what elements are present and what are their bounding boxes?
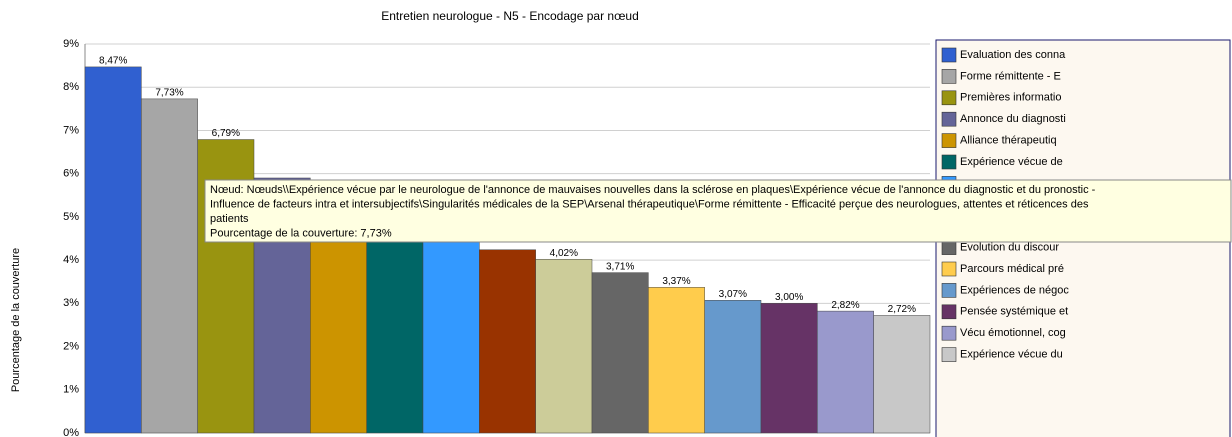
data-label: 3,37% xyxy=(662,276,690,287)
data-label: 4,02% xyxy=(550,248,578,259)
y-axis-label: Pourcentage de la couverture xyxy=(10,248,22,392)
data-label: 8,47% xyxy=(99,56,127,67)
legend-label: Expérience vécue du xyxy=(960,349,1063,361)
legend-swatch xyxy=(941,261,957,277)
bar xyxy=(84,66,142,434)
bar xyxy=(366,212,424,434)
legend-swatch xyxy=(941,240,957,255)
bar xyxy=(873,315,931,434)
bar xyxy=(817,310,874,434)
bar xyxy=(535,258,593,434)
legend-label: Évolution du discour xyxy=(960,241,1059,254)
legend-label: Alliance thérapeutiq xyxy=(960,135,1057,147)
bar xyxy=(422,229,480,434)
legend-label: Parcours médical pré xyxy=(960,263,1064,275)
data-label: 2,72% xyxy=(888,304,916,315)
y-tick-label: 2% xyxy=(63,340,79,352)
data-label: 7,73% xyxy=(155,88,183,99)
y-tick-label: 7% xyxy=(63,124,79,136)
legend-label: Premières informatio xyxy=(960,92,1061,104)
bar xyxy=(479,249,536,434)
bar xyxy=(591,272,649,434)
tooltip-line: Pourcentage de la couverture: 7,73% xyxy=(210,227,392,239)
data-label: 3,00% xyxy=(775,292,803,303)
y-tick-label: 0% xyxy=(63,427,79,437)
data-label: 3,07% xyxy=(719,289,747,300)
data-label: 6,79% xyxy=(212,128,240,139)
tooltip-box xyxy=(204,179,1232,243)
tooltip-line: Influence de facteurs intra et intersubj… xyxy=(210,198,1089,210)
chart-title: Entretien neurologue - N5 - Encodage par… xyxy=(381,9,639,23)
legend-swatch xyxy=(941,154,957,170)
legend-label: Annonce du diagnosti xyxy=(960,113,1066,125)
legend-label: Expérience vécue de xyxy=(960,156,1063,168)
legend-label: Vécu émotionnel, cog xyxy=(960,327,1066,339)
legend-swatch xyxy=(941,90,957,106)
y-tick-label: 5% xyxy=(63,211,79,223)
legend-swatch xyxy=(941,111,957,127)
legend-swatch xyxy=(941,47,957,63)
y-tick-label: 4% xyxy=(63,254,79,266)
legend-swatch xyxy=(941,283,957,298)
legend-label: Pensée systémique et xyxy=(960,306,1068,318)
tooltip-line: Nœud: Nœuds\\Expérience vécue par le neu… xyxy=(210,184,1096,196)
y-tick-label: 8% xyxy=(63,81,79,93)
y-tick-label: 1% xyxy=(63,384,79,396)
data-label: 3,71% xyxy=(606,261,634,272)
legend-swatch xyxy=(941,325,957,341)
legend-label: Evaluation des conna xyxy=(960,49,1066,61)
y-tick-label: 9% xyxy=(63,38,79,50)
legend-swatch xyxy=(941,304,957,320)
legend-label: Expériences de négoc xyxy=(960,284,1069,296)
legend-swatch xyxy=(941,133,957,148)
data-label: 2,82% xyxy=(831,300,859,311)
y-tick-label: 6% xyxy=(63,168,79,180)
bar xyxy=(704,300,762,434)
bar xyxy=(648,287,705,434)
tooltip-line: patients xyxy=(210,213,249,225)
legend-swatch xyxy=(941,347,957,362)
y-tick-label: 3% xyxy=(63,297,79,309)
legend-swatch xyxy=(941,69,957,84)
bar xyxy=(760,303,818,434)
bar xyxy=(141,98,198,434)
legend-label: Forme rémittente - E xyxy=(960,70,1061,82)
